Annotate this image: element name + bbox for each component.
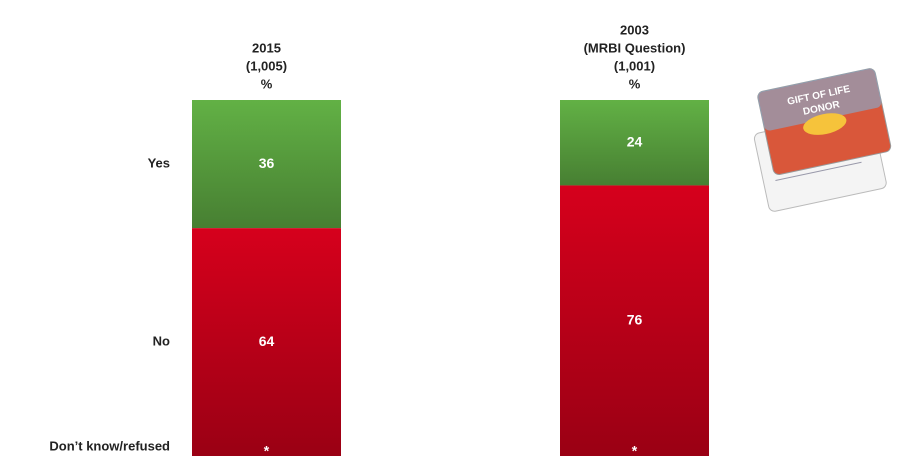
row-label: Yes [148, 156, 170, 171]
row-label: No [153, 334, 170, 349]
column-header: (1,005) [246, 58, 287, 73]
column-header: % [629, 76, 641, 91]
value-label: * [264, 443, 270, 456]
value-label: 76 [627, 311, 643, 327]
value-label: * [632, 443, 638, 456]
column-header: (1,001) [614, 58, 655, 73]
chart: GIFT OF LIFE DONOR 2015 (1,005)% 36 Yes 64 No… [0, 0, 920, 456]
column-header: 2003 [620, 22, 649, 37]
column-header: 2015 [252, 40, 281, 55]
column-header: % [261, 76, 273, 91]
column-header: (MRBI Question) [584, 40, 686, 55]
value-label: 64 [259, 333, 275, 349]
row-label: Don’t know/refused [49, 438, 170, 453]
value-label: 36 [259, 155, 275, 171]
donor-card-image: GIFT OF LIFE DONOR [745, 68, 899, 213]
value-label: 24 [627, 133, 643, 149]
